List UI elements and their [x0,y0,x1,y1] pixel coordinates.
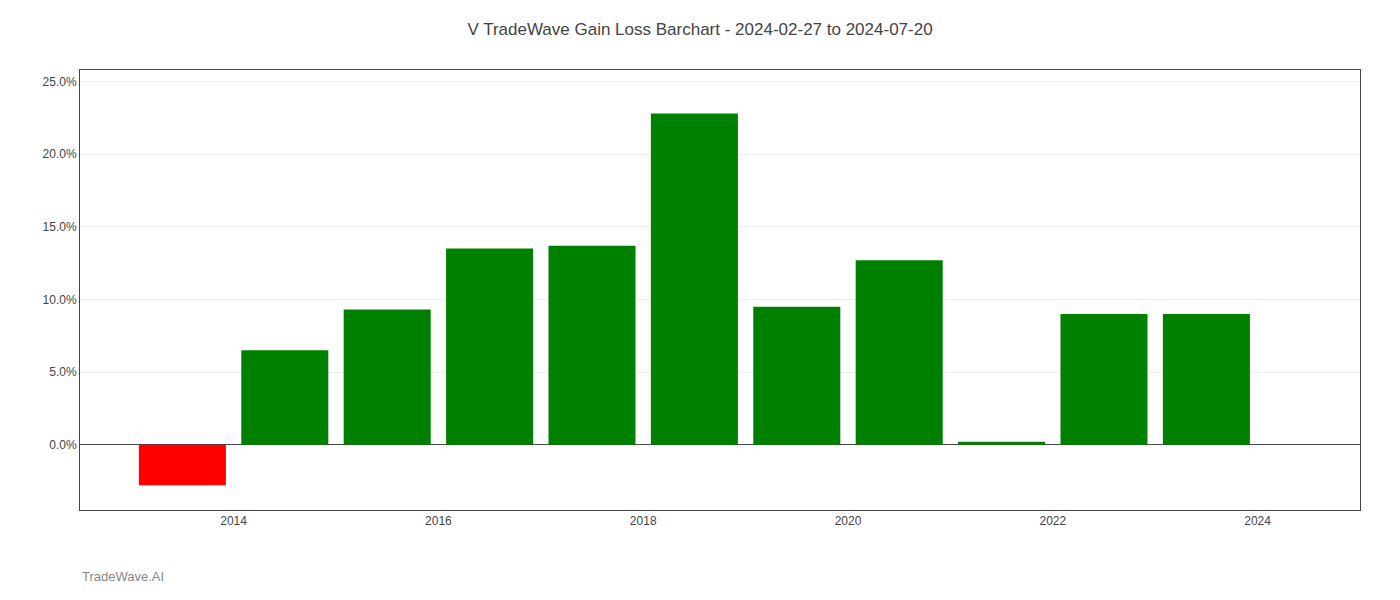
svg-text:2024: 2024 [1244,514,1271,528]
svg-text:10.0%: 10.0% [43,293,77,307]
svg-text:2020: 2020 [835,514,862,528]
svg-text:0.0%: 0.0% [49,438,77,452]
svg-text:25.0%: 25.0% [43,75,77,89]
svg-text:TradeWave.AI: TradeWave.AI [82,569,164,584]
svg-text:15.0%: 15.0% [43,220,77,234]
svg-text:20.0%: 20.0% [43,147,77,161]
svg-text:2018: 2018 [630,514,657,528]
svg-text:5.0%: 5.0% [49,365,77,379]
svg-text:2014: 2014 [220,514,247,528]
svg-text:2016: 2016 [425,514,452,528]
svg-text:2022: 2022 [1039,514,1066,528]
svg-text:V TradeWave Gain Loss Barchart: V TradeWave Gain Loss Barchart - 2024-02… [467,20,932,39]
